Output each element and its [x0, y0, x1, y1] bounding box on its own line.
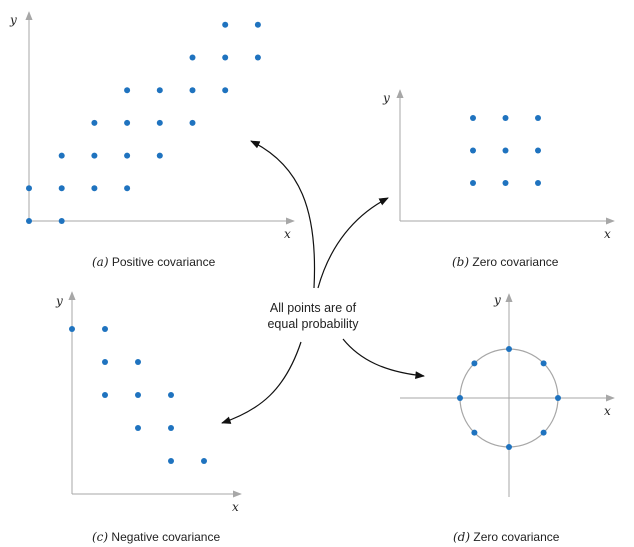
data-point [91, 119, 98, 126]
data-point [58, 152, 65, 159]
data-point [189, 54, 196, 61]
panel-c-points [69, 326, 207, 464]
center-label-line1: All points are of [270, 301, 357, 315]
arrow-to-panel-a [250, 140, 316, 289]
panel-a-y-label: y [9, 13, 17, 27]
data-point [124, 119, 131, 126]
panel-b-caption-tag: (b) [452, 255, 469, 269]
data-point [124, 152, 131, 159]
data-point [91, 152, 98, 159]
data-point [222, 21, 229, 28]
data-point [457, 395, 463, 401]
panel-c-y-label: y [55, 294, 63, 308]
panel-b-caption: (b) Zero covariance [452, 255, 559, 269]
panel-b-points [470, 115, 541, 186]
data-point [26, 218, 32, 224]
data-point [135, 392, 141, 398]
data-point [189, 87, 196, 94]
data-point [502, 180, 509, 186]
data-point [540, 360, 547, 367]
panel-c-caption-tag: (c) [92, 530, 108, 544]
data-point [535, 147, 541, 154]
panel-d-caption: (d) Zero covariance [453, 530, 560, 544]
panel-b-caption-text: Zero covariance [469, 255, 559, 269]
data-point [506, 444, 512, 450]
panel-c: y x (c) Negative covariance [55, 291, 242, 544]
panel-a-points [26, 21, 261, 224]
panel-c-caption-text: Negative covariance [108, 530, 220, 544]
data-point [222, 54, 229, 61]
arrow-to-panel-c [221, 341, 302, 424]
panel-c-x-label: x [232, 500, 239, 514]
data-point [58, 218, 65, 224]
arrow-to-panel-d [342, 338, 425, 379]
data-point [168, 425, 174, 431]
data-point [102, 326, 108, 332]
data-point [222, 87, 229, 94]
panel-d: y x (d) Zero covariance [400, 293, 615, 544]
data-point [58, 185, 65, 192]
data-point [254, 21, 261, 28]
panel-a-caption: (a) Positive covariance [92, 255, 216, 269]
data-point [470, 115, 476, 121]
center-label: All points are of equal probability [267, 301, 359, 331]
data-point [156, 119, 163, 126]
center-label-line2: equal probability [267, 317, 359, 331]
panel-b-x-label: x [604, 227, 611, 241]
data-point [189, 119, 196, 126]
data-point [471, 360, 478, 367]
data-point [156, 152, 163, 159]
panel-d-caption-text: Zero covariance [470, 530, 560, 544]
data-point [470, 147, 476, 154]
data-point [201, 458, 207, 464]
connector-arrows [221, 140, 425, 424]
panel-d-caption-tag: (d) [453, 530, 470, 544]
panel-b: y x (b) Zero covariance [382, 89, 615, 269]
panel-a-caption-text: Positive covariance [109, 255, 216, 269]
data-point [124, 87, 131, 94]
data-point [124, 185, 131, 192]
data-point [135, 425, 141, 431]
panel-c-caption: (c) Negative covariance [92, 530, 220, 544]
panel-a-caption-tag: (a) [92, 255, 109, 269]
data-point [91, 185, 98, 192]
data-point [254, 54, 261, 61]
data-point [102, 392, 108, 398]
panel-a-x-label: x [284, 227, 291, 241]
panel-b-y-label: y [382, 91, 390, 105]
panel-a: y x (a) Positive covariance [9, 11, 295, 269]
data-point [540, 429, 547, 436]
data-point [69, 326, 75, 332]
data-point [535, 115, 541, 121]
data-point [506, 346, 512, 352]
arrow-to-panel-b [317, 197, 389, 289]
panel-d-y-label: y [493, 293, 501, 307]
data-point [502, 147, 509, 154]
data-point [135, 359, 141, 365]
data-point [156, 87, 163, 94]
panel-d-points [457, 346, 561, 450]
data-point [26, 185, 32, 192]
data-point [168, 392, 174, 398]
data-point [471, 429, 478, 436]
data-point [102, 359, 108, 365]
data-point [168, 458, 174, 464]
data-point [555, 395, 561, 401]
data-point [470, 180, 476, 186]
data-point [502, 115, 509, 121]
data-point [535, 180, 541, 186]
panel-d-x-label: x [604, 404, 611, 418]
